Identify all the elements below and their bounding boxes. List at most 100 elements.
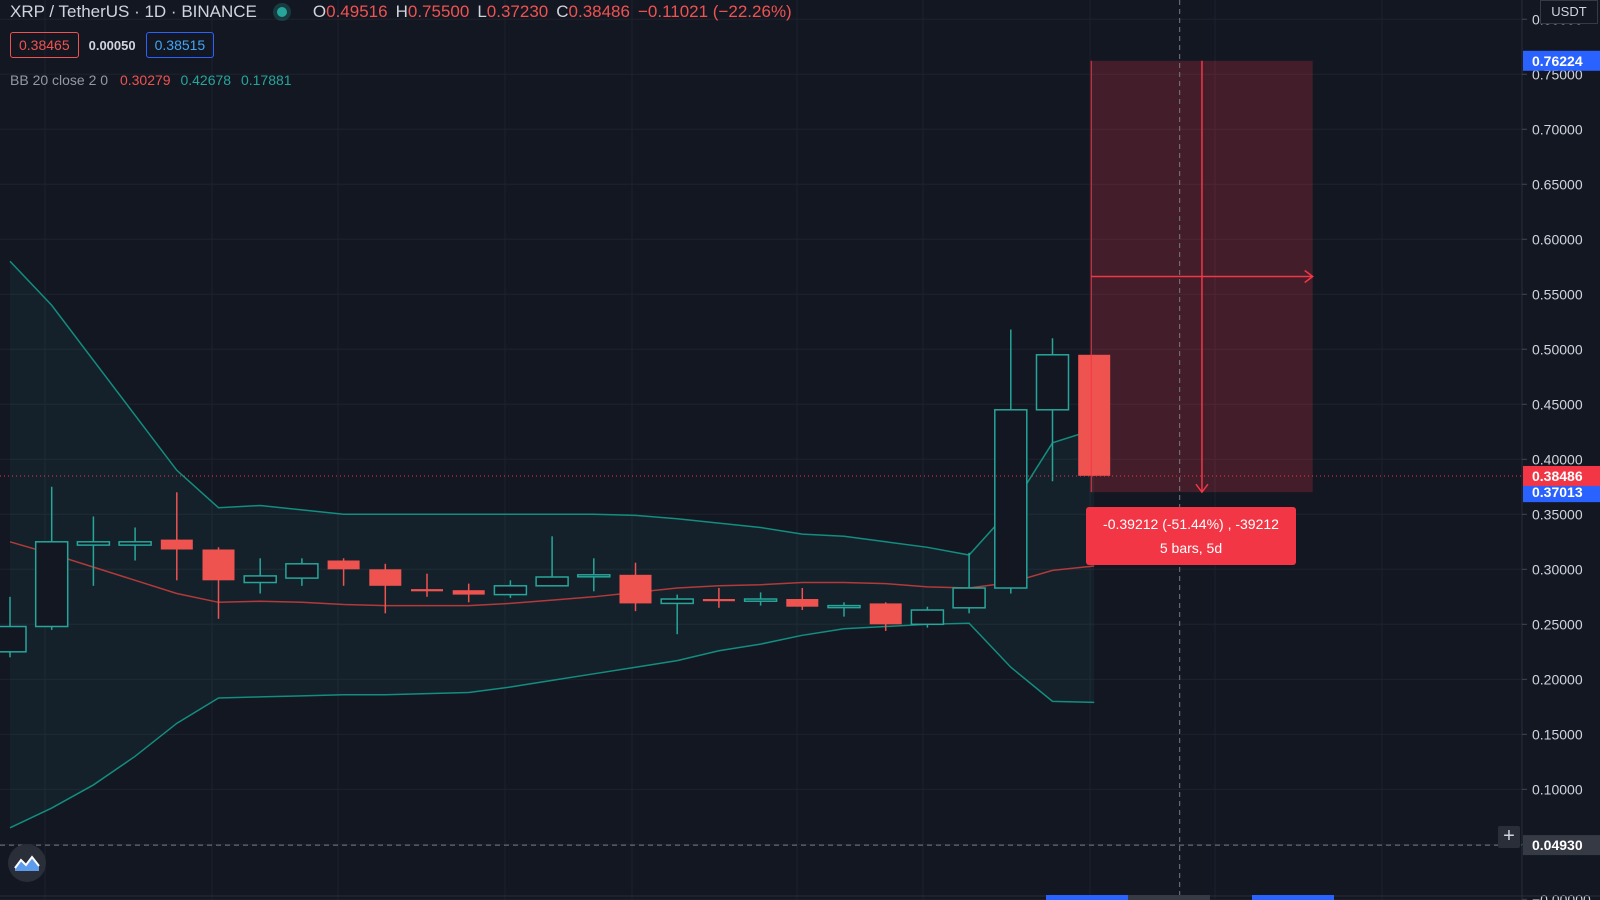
candle-body — [0, 625, 27, 653]
price-label-text: 0.37013 — [1532, 484, 1583, 500]
candle-body — [994, 409, 1028, 589]
candle — [910, 606, 945, 628]
candle — [952, 552, 986, 614]
time-crosshair-marker — [1128, 895, 1210, 900]
spread-value: 0.00050 — [88, 37, 136, 53]
candle — [411, 573, 443, 597]
candle — [1078, 354, 1111, 476]
candle — [76, 516, 111, 586]
candle-body — [34, 541, 69, 628]
candle — [535, 536, 569, 587]
candle-body — [285, 563, 319, 579]
candle-body — [452, 590, 485, 595]
axis-tick-label: 0.65000 — [1532, 176, 1583, 192]
price-axis[interactable]: 0.800000.750000.700000.650000.600000.550… — [1521, 0, 1600, 900]
candle — [369, 563, 402, 614]
candle — [34, 486, 69, 630]
buy-button[interactable]: 0.38515 — [145, 32, 215, 58]
ohlc-high-value: 0.75500 — [407, 2, 470, 21]
candle — [118, 527, 152, 561]
candle-body — [1078, 354, 1111, 476]
symbol-title[interactable]: XRP / TetherUS · 1D · BINANCE — [10, 2, 257, 21]
candle-body — [827, 604, 861, 609]
ohlc-low-value: 0.37230 — [486, 2, 549, 21]
candle-body — [743, 598, 778, 602]
axis-tick-label: 0.25000 — [1532, 616, 1583, 632]
plus-icon[interactable]: + — [1498, 826, 1520, 848]
ohlc-close-label: C — [556, 2, 569, 21]
candle-body — [786, 599, 819, 607]
sell-button[interactable]: 0.38465 — [10, 32, 79, 58]
ohlc-open-value: 0.49516 — [326, 2, 388, 21]
candle-body — [202, 549, 235, 581]
measure-arrow-head-down — [1195, 483, 1209, 494]
candle — [0, 596, 27, 658]
candle — [1035, 338, 1070, 482]
candle — [994, 329, 1028, 594]
axis-tick-label: 0.20000 — [1532, 671, 1583, 687]
candle-body — [160, 539, 193, 550]
candle — [619, 562, 652, 612]
currency-button[interactable]: USDT — [1540, 0, 1598, 24]
candle — [452, 583, 485, 603]
candle-body — [369, 569, 402, 586]
price-label-bg — [1523, 482, 1600, 503]
time-axis-bar[interactable] — [0, 895, 1600, 900]
candle — [827, 602, 861, 617]
candle — [160, 492, 193, 581]
measure-lines — [1090, 60, 1314, 494]
axis-tick-label: 0.30000 — [1532, 561, 1583, 577]
bollinger-upper-line — [9, 260, 1095, 556]
time-range-start — [1046, 895, 1128, 900]
candle — [202, 547, 235, 619]
axis-tick-label: 0.10000 — [1532, 781, 1583, 797]
axis-tick-label: 0.35000 — [1532, 506, 1583, 522]
candle-body — [702, 599, 735, 602]
candle — [702, 588, 735, 608]
bollinger-label: BB 20 close 2 0 — [10, 72, 109, 88]
candle — [493, 580, 528, 598]
axis-tick-label: 0.45000 — [1532, 396, 1583, 412]
ohlc-high-label: H — [395, 2, 408, 21]
bollinger-lower-value: 0.17881 — [240, 72, 292, 88]
candle — [243, 558, 277, 594]
bollinger-legend[interactable]: BB 20 close 2 0 0.30279 0.42678 0.17881 — [10, 72, 298, 88]
candle-body — [577, 574, 611, 578]
candle-body — [76, 541, 111, 546]
axis-tick-label: 0.55000 — [1532, 286, 1583, 302]
candle-body — [660, 598, 694, 605]
candle-body — [1035, 354, 1070, 411]
price-label-bg — [1523, 50, 1600, 71]
trade-buttons: 0.38465 0.00050 0.38515 — [10, 32, 215, 58]
symbol-legend: XRP / TetherUS · 1D · BINANCE O 0.49516 H… — [10, 2, 800, 22]
measure-bars: 5 bars, 5d — [1159, 540, 1223, 556]
time-range-end — [1252, 895, 1334, 900]
price-lines — [0, 0, 1522, 900]
price-label-text: 0.04930 — [1532, 837, 1583, 853]
bollinger-basis-line — [9, 541, 1095, 607]
candle — [327, 558, 360, 586]
candle — [786, 588, 819, 611]
ohlc-close-value: 0.38486 — [568, 2, 630, 21]
ohlc-change-value: −0.11021 (−22.26%) — [637, 2, 792, 21]
axis-tick-label: 0.70000 — [1532, 121, 1583, 137]
candle-body — [619, 574, 652, 604]
candle-body — [869, 603, 902, 625]
measure-change: -0.39212 (-51.44%) , -39212 — [1103, 516, 1279, 532]
price-label-bg — [1523, 465, 1600, 486]
candle-body — [327, 560, 360, 570]
measure-arrow-head-right — [1304, 269, 1314, 284]
bollinger-upper-value: 0.42678 — [180, 72, 232, 88]
candle-body — [493, 585, 528, 596]
price-label-text: 0.38486 — [1532, 468, 1583, 484]
market-status-icon — [276, 7, 287, 17]
candles — [0, 329, 1111, 658]
candle — [577, 558, 611, 592]
axis-tick-label: 0.15000 — [1532, 726, 1583, 742]
candle-body — [243, 575, 277, 584]
axis-tick-label: 0.50000 — [1532, 341, 1583, 357]
tradingview-logo-icon[interactable] — [8, 844, 46, 882]
candle-body — [952, 587, 986, 609]
ohlc-low-label: L — [477, 2, 487, 21]
